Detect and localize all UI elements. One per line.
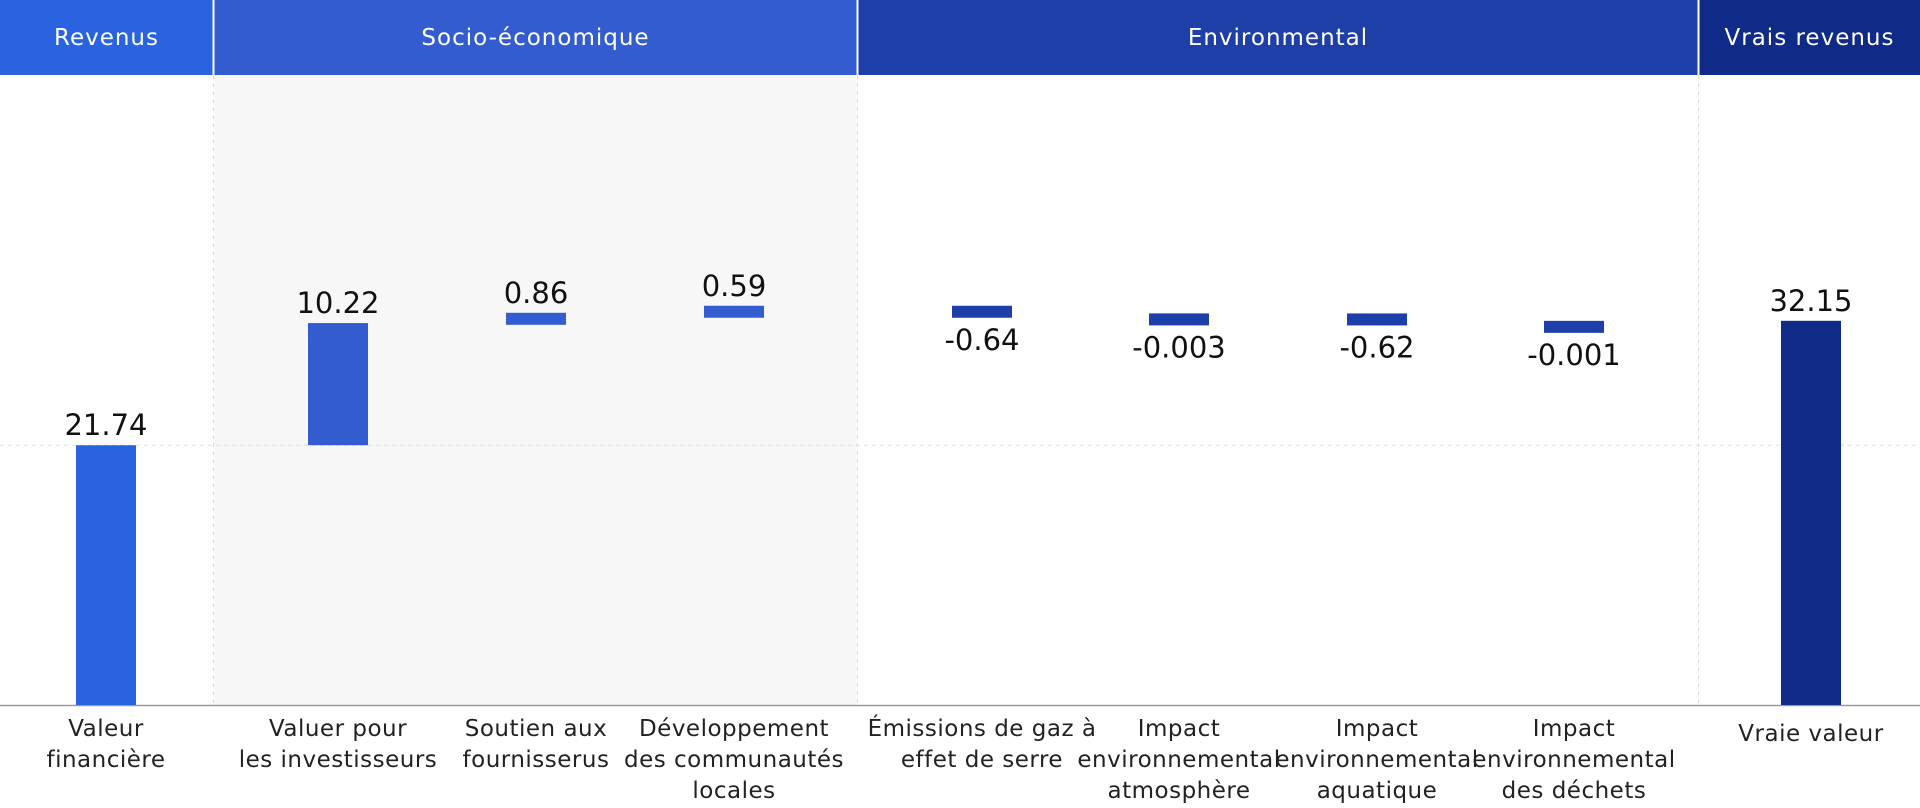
value-label-layer: 21.74 10.22 0.86 0.59 -0.64 -0.003 -0.62 -0.001… [64, 269, 1852, 442]
category-label-line: Vraie valeur [1738, 721, 1883, 747]
category-label-3: Développement des communautés locales [624, 716, 844, 804]
value-label-2: 0.86 [504, 276, 569, 310]
value-label-4: -0.64 [944, 323, 1019, 357]
category-label-line: des déchets [1502, 778, 1647, 804]
value-label-3: 0.59 [702, 269, 767, 303]
bar-6 [1347, 313, 1407, 326]
group-header-label: Revenus [54, 25, 159, 51]
category-label-line: Valeur [68, 716, 144, 742]
category-label-line: locales [692, 778, 775, 804]
value-label-0: 21.74 [64, 408, 147, 442]
group-header-2 [858, 0, 1698, 75]
bar-0 [76, 445, 136, 705]
value-label-8: 32.15 [1769, 284, 1852, 318]
category-label-line: environnemental [1275, 747, 1478, 773]
category-label-8: Vraie valeur [1738, 721, 1883, 747]
group-header-label: Environmental [1188, 25, 1368, 51]
group-header-label: Socio-économique [421, 25, 649, 51]
group-header-1 [214, 0, 857, 75]
bar-1 [308, 323, 368, 446]
category-label-line: Développement [639, 716, 829, 742]
category-label-layer: Valeur financière Valuer pour les investiss… [46, 714, 1883, 804]
category-label-line: Impact [1533, 716, 1616, 742]
group-header-label: Vrais revenus [1725, 25, 1895, 51]
category-label-line: aquatique [1317, 778, 1438, 804]
group-header-3 [1699, 0, 1920, 75]
category-label-line: effet de serre [901, 747, 1063, 773]
category-label-line: Impact [1138, 716, 1221, 742]
bar-layer [76, 305, 1841, 705]
category-label-4: Émissions de gaz à effet de serre [868, 714, 1097, 773]
category-label-line: des communautés [624, 747, 844, 773]
category-label-line: environnemental [1077, 747, 1280, 773]
group-header-0 [0, 0, 213, 75]
category-label-1: Valuer pour les investisseurs [239, 716, 438, 773]
category-label-line: fournisserus [463, 747, 610, 773]
bar-7 [1544, 320, 1604, 333]
category-label-0: Valeur financière [46, 716, 165, 773]
category-label-line: atmosphère [1108, 778, 1251, 804]
bar-3 [704, 305, 764, 318]
category-label-7: Impact environnemental des déchets [1472, 716, 1675, 804]
value-label-6: -0.62 [1339, 330, 1414, 364]
category-label-line: Émissions de gaz à [868, 714, 1097, 742]
category-label-line: financière [46, 747, 165, 773]
group-header-band: Revenus Socio-économique Environmental Vrai… [0, 0, 1920, 75]
bar-8 [1781, 320, 1841, 705]
value-label-7: -0.001 [1527, 338, 1621, 372]
value-label-5: -0.003 [1132, 330, 1226, 364]
category-label-line: les investisseurs [239, 747, 438, 773]
bar-2 [506, 312, 566, 325]
category-label-line: Valuer pour [269, 716, 407, 742]
category-label-line: environnemental [1472, 747, 1675, 773]
category-label-line: Impact [1336, 716, 1419, 742]
value-label-1: 10.22 [296, 286, 379, 320]
category-label-6: Impact environnemental aquatique [1275, 716, 1478, 804]
bar-5 [1149, 313, 1209, 326]
bar-4 [952, 305, 1012, 318]
category-label-line: Soutien aux [465, 716, 607, 742]
category-label-5: Impact environnemental atmosphère [1077, 716, 1280, 804]
category-label-2: Soutien aux fournisserus [463, 716, 610, 773]
